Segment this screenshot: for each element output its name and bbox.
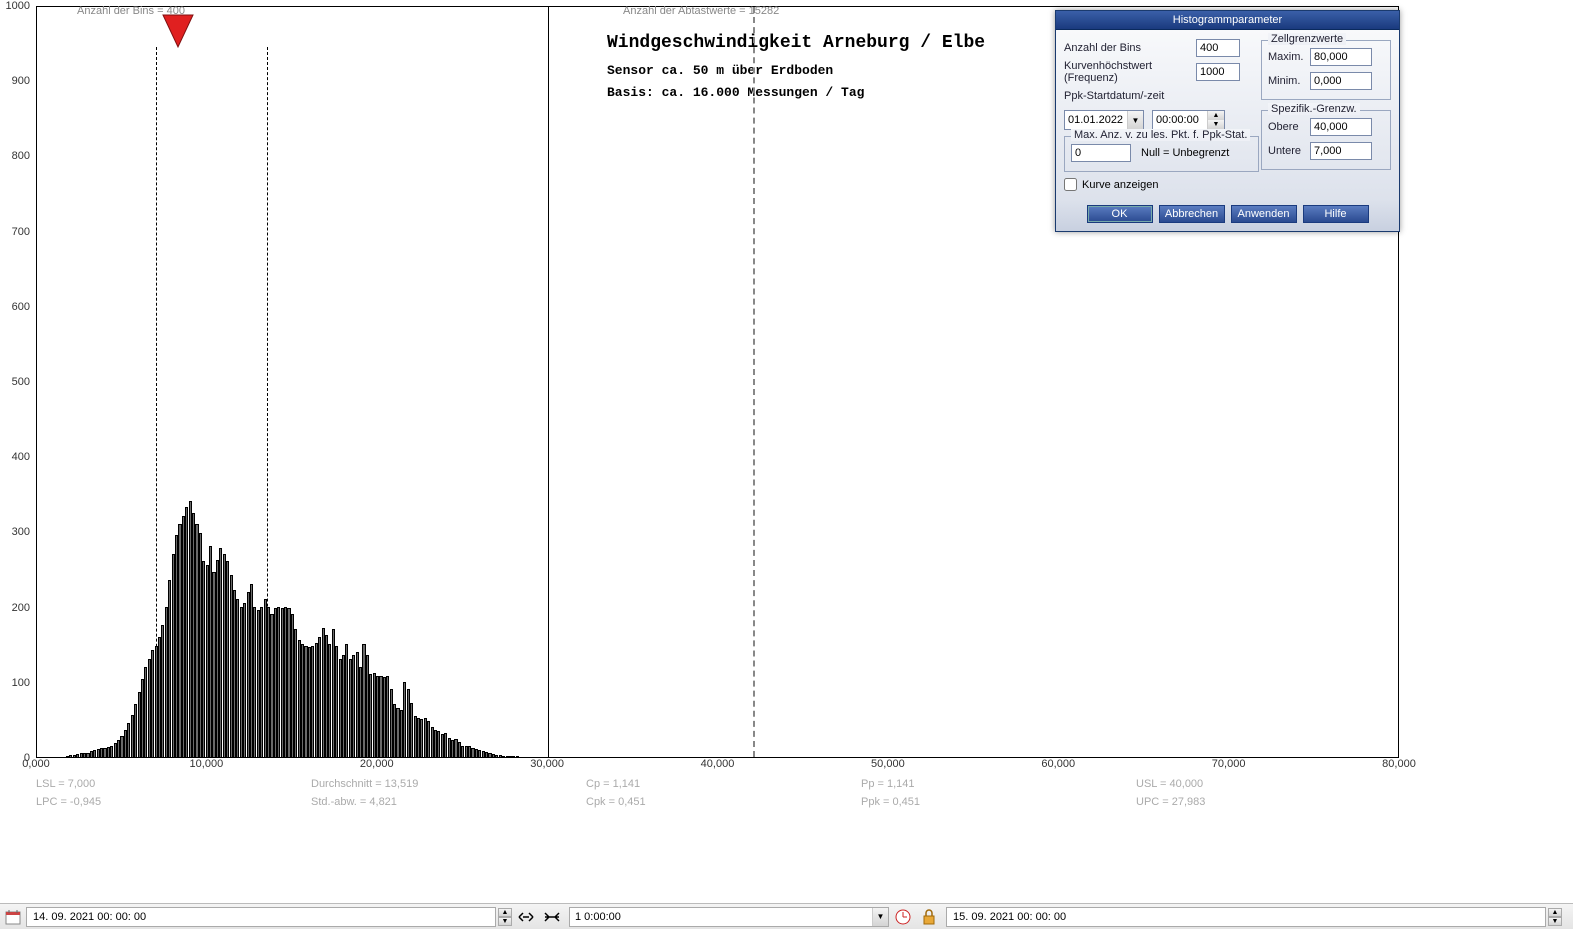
stat-lsl: LSL = 7,000	[36, 778, 95, 790]
start-datetime-value: 14. 09. 2021 00: 00: 00	[33, 911, 146, 923]
ppk-time-input[interactable]	[1153, 113, 1207, 127]
x-tick-label: 80,000	[1382, 758, 1416, 770]
y-tick-label: 200	[12, 602, 30, 614]
y-tick-label: 1000	[6, 0, 30, 12]
spinner-up-icon[interactable]: ▲	[498, 908, 512, 917]
histogram-params-dialog: Histogrammparameter Anzahl der Bins Kurv…	[1055, 10, 1400, 232]
show-curve-label: Kurve anzeigen	[1082, 179, 1158, 191]
spec-upper-input[interactable]	[1310, 118, 1372, 136]
x-tick-label: 40,000	[701, 758, 735, 770]
y-tick-label: 400	[12, 451, 30, 463]
cell-min-input[interactable]	[1310, 72, 1372, 90]
spec-limits-legend: Spezifik.-Grenzw.	[1268, 103, 1360, 115]
ok-button[interactable]: OK	[1087, 205, 1153, 223]
y-tick-label: 100	[12, 677, 30, 689]
cell-min-label: Minim.	[1268, 75, 1310, 87]
stat-avg: Durchschnitt = 13,519	[311, 778, 418, 790]
maxpts-input[interactable]	[1071, 144, 1131, 162]
end-datetime-field[interactable]: 15. 09. 2021 00: 00: 00	[946, 907, 1546, 927]
cancel-button[interactable]: Abbrechen	[1159, 205, 1225, 223]
maxpts-hint: Null = Unbegrenzt	[1141, 147, 1229, 159]
cell-limits-legend: Zellgrenzwerte	[1268, 33, 1346, 45]
zoom-out-icon[interactable]	[542, 907, 562, 927]
statusbar: 14. 09. 2021 00: 00: 00 ▲ ▼ 1 0:00:00 ▼ …	[0, 903, 1573, 929]
y-axis: 01002003004005006007008009001000	[0, 6, 34, 758]
ppk-date-input[interactable]	[1065, 113, 1127, 127]
spinner-down-icon[interactable]: ▼	[1208, 120, 1224, 129]
stat-std: Std.-abw. = 4,821	[311, 796, 397, 808]
y-tick-label: 600	[12, 301, 30, 313]
lock-icon[interactable]	[919, 907, 939, 927]
ppk-date-label: Ppk-Startdatum/-zeit	[1064, 90, 1164, 102]
x-tick-label: 70,000	[1212, 758, 1246, 770]
y-tick-label: 300	[12, 526, 30, 538]
bins-label: Anzahl der Bins	[1064, 42, 1196, 54]
end-datetime-value: 15. 09. 2021 00: 00: 00	[953, 911, 1066, 923]
histogram-bar	[516, 756, 519, 757]
x-tick-label: 10,000	[190, 758, 224, 770]
cell-max-label: Maxim.	[1268, 51, 1310, 63]
stat-cp: Cp = 1,141	[586, 778, 640, 790]
bins-input[interactable]	[1196, 39, 1240, 57]
ppk-date-picker[interactable]: ▼	[1064, 110, 1144, 130]
interval-combo[interactable]: 1 0:00:00 ▼	[569, 907, 889, 927]
spec-upper-label: Obere	[1268, 121, 1310, 133]
chevron-down-icon[interactable]: ▼	[1127, 111, 1143, 129]
calendar-icon[interactable]	[3, 907, 23, 927]
interval-value: 1 0:00:00	[575, 911, 872, 923]
y-tick-label: 900	[12, 75, 30, 87]
x-tick-label: 0,000	[22, 758, 50, 770]
help-button[interactable]: Hilfe	[1303, 205, 1369, 223]
cell-max-input[interactable]	[1310, 48, 1372, 66]
x-tick-label: 30,000	[530, 758, 564, 770]
clock-icon[interactable]	[893, 907, 913, 927]
start-datetime-field[interactable]: 14. 09. 2021 00: 00: 00	[26, 907, 496, 927]
stat-cpk: Cpk = 0,451	[586, 796, 646, 808]
ppk-time-picker[interactable]: ▲ ▼	[1152, 110, 1225, 130]
y-tick-label: 500	[12, 376, 30, 388]
x-axis: 0,00010,00020,00030,00040,00050,00060,00…	[36, 758, 1401, 776]
stat-usl: USL = 40,000	[1136, 778, 1203, 790]
stat-lpc: LPC = -0,945	[36, 796, 101, 808]
maxpts-legend: Max. Anz. v. zu les. Pkt. f. Ppk-Stat.	[1071, 129, 1250, 141]
zoom-in-icon[interactable]	[516, 907, 536, 927]
lsl-marker-icon	[161, 13, 195, 51]
spinner-up-icon[interactable]: ▲	[1208, 111, 1224, 120]
stat-upc: UPC = 27,983	[1136, 796, 1205, 808]
y-tick-label: 800	[12, 150, 30, 162]
spec-lower-label: Untere	[1268, 145, 1310, 157]
spinner-down-icon[interactable]: ▼	[1548, 917, 1562, 926]
y-tick-label: 700	[12, 226, 30, 238]
stat-pp: Pp = 1,141	[861, 778, 915, 790]
spinner-up-icon[interactable]: ▲	[1548, 908, 1562, 917]
maxfreq-label: Kurvenhöchstwert (Frequenz)	[1064, 60, 1196, 84]
stat-ppk: Ppk = 0,451	[861, 796, 920, 808]
spinner-down-icon[interactable]: ▼	[498, 917, 512, 926]
spec-lower-input[interactable]	[1310, 142, 1372, 160]
x-tick-label: 20,000	[360, 758, 394, 770]
dialog-title: Histogrammparameter	[1056, 11, 1399, 30]
apply-button[interactable]: Anwenden	[1231, 205, 1297, 223]
chevron-down-icon[interactable]: ▼	[872, 908, 888, 926]
maxfreq-input[interactable]	[1196, 63, 1240, 81]
x-tick-label: 50,000	[871, 758, 905, 770]
show-curve-checkbox[interactable]	[1064, 178, 1077, 191]
x-tick-label: 60,000	[1041, 758, 1075, 770]
